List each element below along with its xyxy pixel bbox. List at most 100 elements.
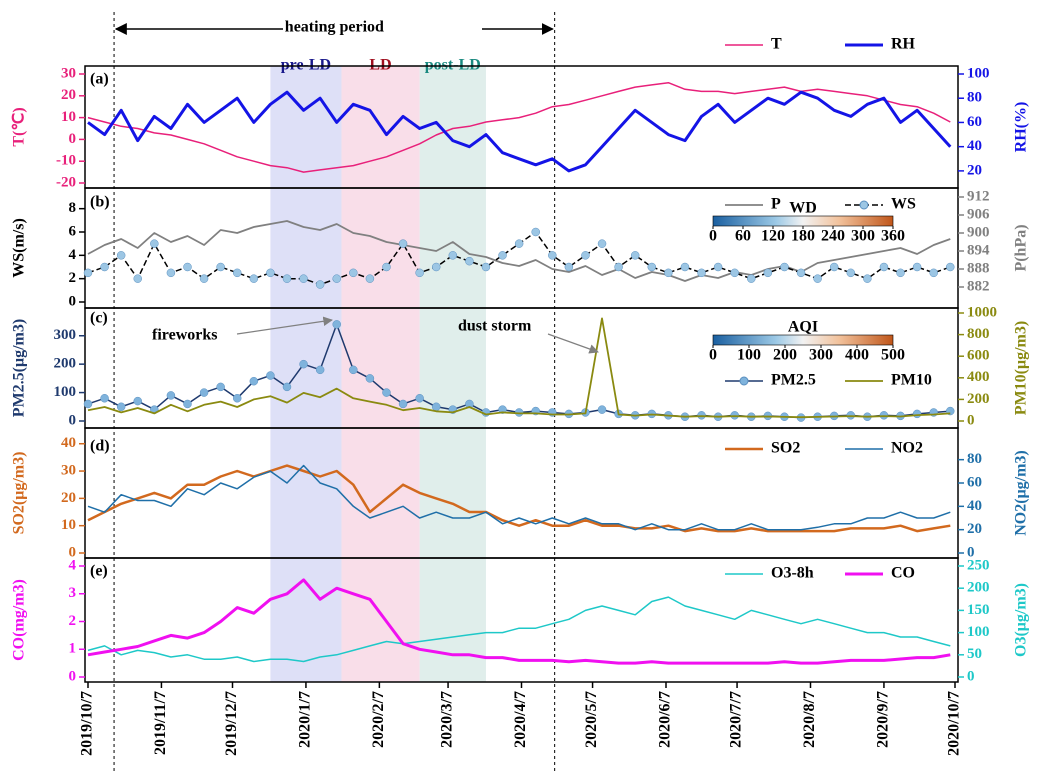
- y2-tick-label: 200: [967, 391, 990, 407]
- colorbar-title: WD: [789, 200, 817, 217]
- series-point: [166, 391, 176, 400]
- y2-tick-label: 80: [967, 90, 982, 106]
- series-point: [730, 268, 739, 278]
- y2-axis-label: RH(%): [1013, 102, 1030, 153]
- series-point: [680, 262, 690, 272]
- series-point: [780, 262, 789, 272]
- legend-label: P: [771, 196, 781, 213]
- series-point: [365, 374, 375, 383]
- series-point: [216, 262, 225, 272]
- panel-frame: [84, 187, 959, 309]
- x-tick-label: 2020/9/7: [875, 691, 892, 748]
- series-point: [813, 274, 822, 283]
- series-point: [382, 262, 391, 272]
- series-point: [365, 274, 375, 283]
- colorbar-tick-label: 500: [881, 347, 905, 364]
- series-point: [166, 268, 176, 278]
- y-tick-label: 8: [69, 200, 77, 216]
- region-label: LD: [369, 57, 391, 74]
- series-point: [232, 394, 242, 403]
- colorbar-tick-label: 120: [761, 228, 785, 245]
- y2-tick-label: 0: [967, 544, 975, 560]
- series-point: [912, 409, 922, 419]
- series-point: [581, 251, 590, 260]
- y2-tick-label: 600: [967, 348, 990, 364]
- series-point: [349, 365, 358, 375]
- annotation: dust storm: [458, 318, 532, 335]
- y-tick-label: 0: [69, 131, 77, 147]
- colorbar-tick-label: 300: [809, 347, 833, 364]
- y2-tick-label: 0: [967, 668, 975, 684]
- legend-label: RH: [891, 36, 916, 53]
- series-point: [398, 239, 408, 248]
- y2-tick-label: 60: [967, 114, 982, 130]
- series-point: [83, 399, 93, 409]
- y-tick-label: 40: [61, 435, 76, 451]
- x-tick-label: 2020/6/7: [657, 691, 674, 748]
- y-tick-label: -20: [56, 174, 76, 190]
- y2-tick-label: 906: [967, 206, 990, 222]
- y2-tick-label: 400: [967, 369, 990, 385]
- series-point: [564, 262, 574, 272]
- series-point: [846, 268, 856, 278]
- y-tick-label: 2: [69, 613, 77, 629]
- colorbar: [712, 215, 894, 227]
- series-point: [315, 365, 325, 375]
- y2-tick-label: 200: [967, 580, 990, 596]
- panel-label: (a): [90, 71, 109, 88]
- series-point: [232, 268, 242, 278]
- series-line: [87, 596, 951, 663]
- y-tick-label: 0: [69, 293, 77, 309]
- y2-tick-label: 150: [967, 602, 990, 618]
- series-point: [879, 262, 889, 272]
- legend-marker: [859, 200, 869, 210]
- series-point: [266, 268, 275, 278]
- series-point: [498, 251, 507, 260]
- x-tick-label: 2019/10/7: [79, 691, 96, 756]
- series-point: [946, 262, 955, 272]
- y-axis-label: CO(mg/m3): [11, 579, 28, 661]
- series-point: [431, 402, 441, 412]
- x-tick-label: 2020/4/7: [512, 691, 529, 748]
- y2-tick-label: 50: [967, 646, 982, 662]
- x-tick-label: 2020/7/7: [728, 691, 745, 748]
- legend-label: SO2: [771, 440, 800, 457]
- series-point: [299, 359, 308, 369]
- y-tick-label: 200: [54, 356, 77, 372]
- x-tick-label: 2019/11/7: [152, 691, 169, 755]
- y-tick-label: 20: [61, 490, 76, 506]
- annotation-arrow: [236, 316, 333, 335]
- x-tick-label: 2020/8/7: [801, 691, 818, 748]
- series-point: [448, 251, 458, 260]
- y-axis-label: SO2(μg/m3): [11, 452, 28, 535]
- series-point: [199, 388, 209, 397]
- panel-label: (d): [90, 438, 110, 455]
- series-point: [266, 371, 275, 380]
- y2-tick-label: 20: [967, 521, 982, 537]
- y-tick-label: -10: [56, 153, 76, 169]
- colorbar-tick-label: 200: [773, 347, 797, 364]
- series-point: [481, 262, 491, 272]
- series-point: [465, 256, 474, 266]
- series-point: [863, 274, 872, 283]
- y-tick-label: 10: [61, 109, 76, 125]
- colorbar-tick-label: 0: [709, 347, 717, 364]
- y-tick-label: 30: [61, 65, 76, 81]
- y2-tick-label: 882: [967, 278, 990, 294]
- legend-label: CO: [891, 565, 915, 582]
- y2-tick-label: 888: [967, 260, 990, 276]
- y2-tick-label: 1000: [967, 304, 997, 320]
- legend-label: PM10: [891, 372, 932, 389]
- series-line: [87, 81, 951, 173]
- series-point: [763, 268, 773, 278]
- series-point: [531, 227, 540, 237]
- y2-axis-label: PM10(μg/m3): [1013, 321, 1030, 415]
- series-point: [597, 405, 607, 414]
- colorbar-tick-label: 60: [735, 228, 751, 245]
- y-tick-label: 300: [54, 327, 77, 343]
- panel-label: (b): [90, 194, 110, 211]
- y2-tick-label: 250: [967, 557, 990, 573]
- x-tick-label: 2020/2/7: [370, 691, 387, 748]
- y2-tick-label: 912: [967, 188, 990, 204]
- y-axis-label: WS(m/s): [11, 218, 28, 278]
